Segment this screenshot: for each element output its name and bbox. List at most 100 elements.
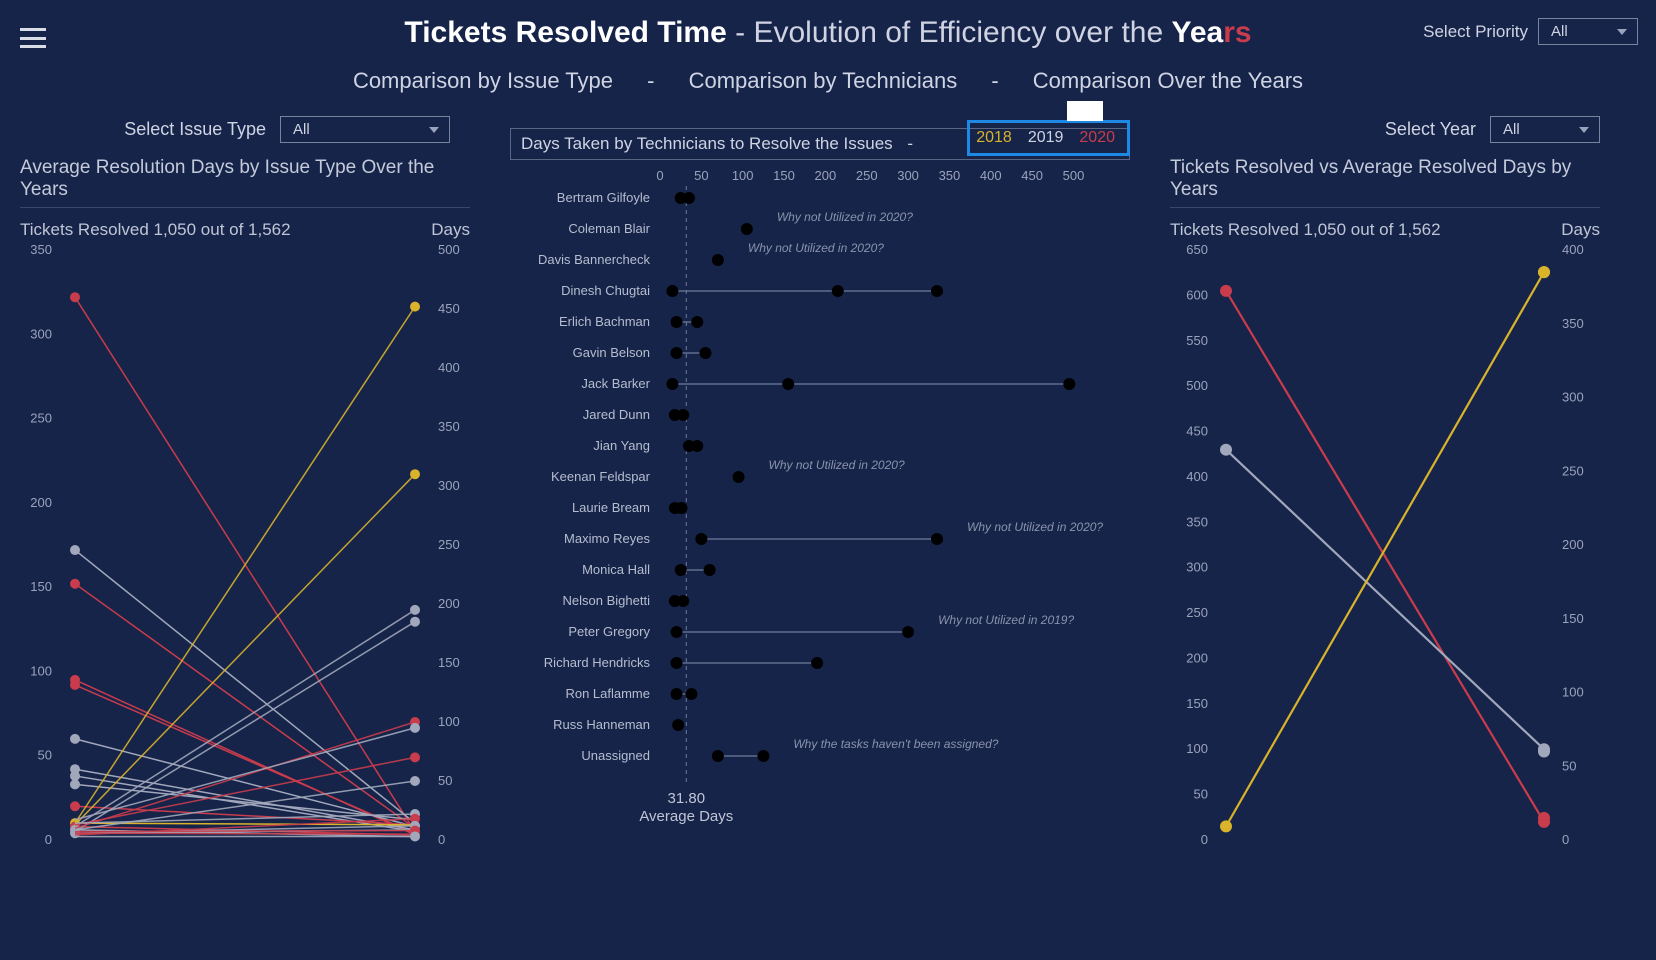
svg-text:350: 350 [30, 242, 52, 257]
hamburger-menu-icon[interactable] [20, 28, 46, 48]
svg-text:200: 200 [1562, 537, 1584, 552]
svg-text:450: 450 [438, 301, 460, 316]
svg-text:Monica Hall: Monica Hall [582, 562, 650, 577]
svg-text:500: 500 [1186, 378, 1208, 393]
svg-text:250: 250 [1562, 463, 1584, 478]
svg-text:300: 300 [438, 478, 460, 493]
svg-text:150: 150 [1562, 611, 1584, 626]
svg-text:350: 350 [939, 168, 961, 183]
right-chart-title: Tickets Resolved vs Average Resolved Day… [1170, 157, 1600, 201]
svg-text:31.80: 31.80 [668, 790, 706, 807]
svg-text:Why the tasks haven't been ass: Why the tasks haven't been assigned? [793, 737, 998, 751]
svg-text:Gavin Belson: Gavin Belson [573, 345, 650, 360]
page-title: Tickets Resolved Time - Evolution of Eff… [0, 0, 1656, 50]
svg-text:Dinesh Chugtai: Dinesh Chugtai [561, 283, 650, 298]
svg-text:350: 350 [1186, 514, 1208, 529]
svg-text:Jared Dunn: Jared Dunn [583, 407, 650, 422]
right-sub-left: Tickets Resolved 1,050 out of 1,562 [1170, 220, 1441, 240]
mid-chart: 050100150200250300350400450500Bertram Gi… [510, 166, 1130, 886]
svg-text:100: 100 [30, 663, 52, 678]
legend-2018[interactable]: 2018 [976, 129, 1012, 147]
svg-text:550: 550 [1186, 333, 1208, 348]
title-sep: - [727, 16, 754, 49]
svg-text:0: 0 [1562, 832, 1569, 847]
nav-item-issue-type[interactable]: Comparison by Issue Type [353, 68, 613, 93]
title-sub: Evolution of Efficiency over the [753, 16, 1171, 49]
svg-text:Why not Utilized in 2020?: Why not Utilized in 2020? [769, 458, 905, 472]
svg-text:Russ Hanneman: Russ Hanneman [553, 717, 650, 732]
svg-text:400: 400 [1562, 242, 1584, 257]
nav-sep: - [991, 68, 998, 93]
nav-item-technicians[interactable]: Comparison by Technicians [689, 68, 958, 93]
panel-issue-type: Select Issue Type All Average Resolution… [20, 116, 470, 886]
svg-text:0: 0 [45, 832, 52, 847]
svg-text:150: 150 [1186, 696, 1208, 711]
svg-text:Ron Laflamme: Ron Laflamme [565, 686, 650, 701]
year-label: Select Year [1385, 119, 1476, 140]
right-chart: 0501001502002503003504004505005506006500… [1170, 240, 1600, 860]
right-sub-right: Days [1561, 220, 1600, 240]
year-legend: 2018 2019 2020 [967, 120, 1130, 156]
svg-text:300: 300 [1186, 560, 1208, 575]
svg-text:500: 500 [438, 242, 460, 257]
year-dropdown[interactable]: All [1490, 116, 1600, 143]
left-sub-right: Days [431, 220, 470, 240]
svg-text:Keenan Feldspar: Keenan Feldspar [551, 469, 651, 484]
svg-text:450: 450 [1186, 424, 1208, 439]
svg-text:300: 300 [30, 326, 52, 341]
svg-text:Average Days: Average Days [639, 808, 733, 825]
svg-text:Why not Utilized in 2019?: Why not Utilized in 2019? [938, 613, 1074, 627]
issue-type-label: Select Issue Type [124, 119, 266, 140]
svg-text:50: 50 [1194, 787, 1208, 802]
svg-text:Coleman Blair: Coleman Blair [568, 221, 650, 236]
svg-text:Laurie Bream: Laurie Bream [572, 500, 650, 515]
svg-text:50: 50 [694, 168, 708, 183]
legend-handle[interactable] [1067, 101, 1103, 121]
left-chart-title: Average Resolution Days by Issue Type Ov… [20, 157, 470, 201]
nav-item-years[interactable]: Comparison Over the Years [1033, 68, 1303, 93]
svg-text:Bertram Gilfoyle: Bertram Gilfoyle [557, 190, 650, 205]
svg-text:400: 400 [1186, 469, 1208, 484]
svg-text:50: 50 [38, 748, 52, 763]
priority-filter: Select Priority All [1423, 18, 1638, 45]
svg-text:Why not Utilized in 2020?: Why not Utilized in 2020? [777, 210, 913, 224]
svg-text:Maximo Reyes: Maximo Reyes [564, 531, 650, 546]
svg-text:100: 100 [1562, 685, 1584, 700]
svg-text:Why not Utilized in 2020?: Why not Utilized in 2020? [967, 520, 1103, 534]
legend-2019[interactable]: 2019 [1028, 129, 1064, 147]
svg-text:50: 50 [438, 773, 452, 788]
svg-text:Richard Hendricks: Richard Hendricks [544, 655, 651, 670]
svg-text:150: 150 [438, 655, 460, 670]
left-chart: 0501001502002503003500501001502002503003… [20, 240, 470, 860]
svg-text:200: 200 [1186, 650, 1208, 665]
svg-text:300: 300 [1562, 390, 1584, 405]
svg-text:Jack Barker: Jack Barker [581, 376, 650, 391]
svg-text:Unassigned: Unassigned [581, 748, 650, 763]
svg-text:150: 150 [30, 579, 52, 594]
svg-text:250: 250 [30, 411, 52, 426]
svg-text:Davis Bannercheck: Davis Bannercheck [538, 252, 650, 267]
svg-text:0: 0 [1201, 832, 1208, 847]
svg-text:Peter Gregory: Peter Gregory [568, 624, 650, 639]
svg-text:450: 450 [1021, 168, 1043, 183]
svg-text:400: 400 [438, 360, 460, 375]
svg-text:350: 350 [438, 419, 460, 434]
left-sub-left: Tickets Resolved 1,050 out of 1,562 [20, 220, 291, 240]
panel-years: Select Year All Tickets Resolved vs Aver… [1170, 116, 1600, 886]
svg-text:200: 200 [30, 495, 52, 510]
svg-text:250: 250 [856, 168, 878, 183]
svg-text:Erlich Bachman: Erlich Bachman [559, 314, 650, 329]
svg-text:650: 650 [1186, 242, 1208, 257]
priority-dropdown[interactable]: All [1538, 18, 1638, 45]
mid-chart-title: Days Taken by Technicians to Resolve the… [521, 134, 893, 153]
legend-2020[interactable]: 2020 [1079, 129, 1115, 147]
svg-text:400: 400 [980, 168, 1002, 183]
svg-text:0: 0 [438, 832, 445, 847]
issue-type-dropdown[interactable]: All [280, 116, 450, 143]
svg-text:300: 300 [897, 168, 919, 183]
svg-text:50: 50 [1562, 758, 1576, 773]
svg-text:Nelson Bighetti: Nelson Bighetti [563, 593, 651, 608]
svg-text:Why not Utilized in 2020?: Why not Utilized in 2020? [748, 241, 884, 255]
svg-text:150: 150 [773, 168, 795, 183]
svg-text:250: 250 [1186, 605, 1208, 620]
